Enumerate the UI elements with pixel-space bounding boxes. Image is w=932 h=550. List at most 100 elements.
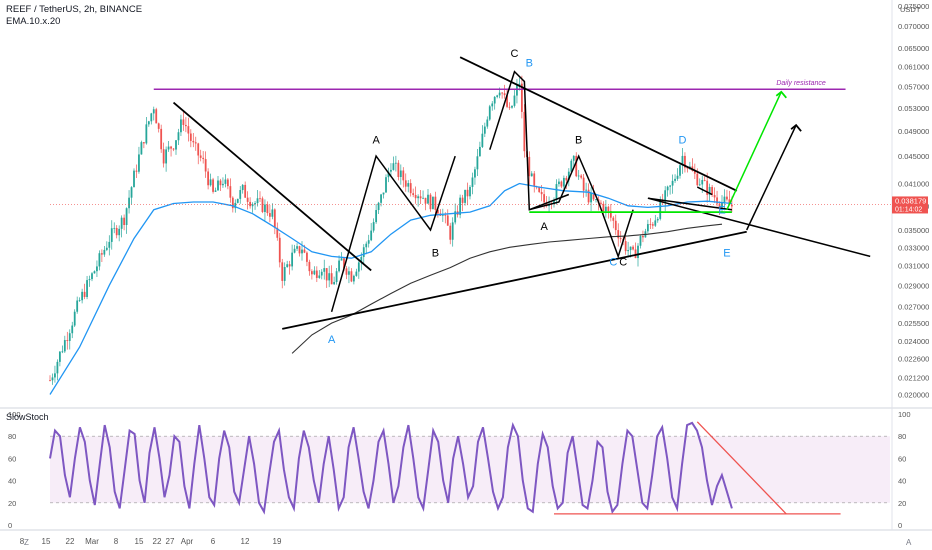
candle-body [651, 224, 654, 226]
candle-body [385, 177, 387, 193]
candle-body [511, 105, 513, 108]
candle-body [412, 193, 415, 196]
candle-body [681, 155, 684, 166]
candle-body [180, 119, 182, 133]
candle-body [679, 165, 681, 176]
candle-body [63, 340, 66, 352]
candle-body [390, 169, 392, 172]
candle-body [54, 373, 56, 378]
time-tick-label: 6 [211, 537, 216, 546]
candle-body [96, 266, 98, 272]
candle-body [91, 273, 93, 280]
black-projection [746, 124, 797, 231]
candle-body [476, 156, 479, 170]
price-tick-label: 0.065000 [898, 44, 929, 53]
candle-body [617, 230, 620, 239]
candle-body [632, 246, 634, 250]
candle-body [246, 197, 249, 202]
candle-body [419, 196, 422, 199]
candle-body [224, 179, 227, 184]
wave-label: A [372, 134, 380, 146]
candle-body [402, 170, 405, 181]
candle-body [338, 260, 340, 272]
price-tick-label: 0.049000 [898, 127, 929, 136]
candle-body [488, 106, 491, 120]
candle-body [259, 198, 261, 200]
candle-body [328, 273, 331, 281]
candle-body [108, 241, 111, 248]
candle-body [508, 106, 511, 108]
candle-body [661, 200, 664, 203]
candle-body [365, 243, 368, 248]
candle-body [577, 175, 580, 177]
candle-body [239, 190, 242, 199]
candle-body [587, 189, 590, 203]
candle-body [686, 167, 689, 169]
candle-body [83, 291, 86, 298]
candle-body [152, 109, 155, 114]
stoch-left-tick: 20 [8, 499, 16, 508]
corner-left-label[interactable]: Z [24, 538, 29, 547]
candle-body [278, 237, 281, 263]
candle-body [614, 220, 617, 231]
wave-label: A [540, 221, 548, 233]
candle-body [222, 183, 224, 186]
candle-body [424, 197, 427, 204]
wave-minor-a [529, 193, 570, 211]
candle-body [187, 126, 190, 134]
candle-body [501, 92, 504, 94]
candle-body [73, 311, 76, 326]
candle-body [138, 154, 140, 172]
time-tick-label: Apr [181, 537, 194, 546]
candle-body [478, 146, 481, 157]
wave-minor-b [696, 186, 713, 196]
wave-label: E [723, 247, 730, 259]
candle-body [642, 236, 644, 238]
candle-body [604, 206, 607, 212]
candle-body [429, 194, 432, 210]
candle-body [382, 192, 385, 195]
candle-body [273, 209, 276, 228]
candle-body [446, 215, 449, 226]
stoch-left-tick: 0 [8, 521, 12, 530]
candle-body [629, 246, 632, 251]
candle-body [706, 180, 709, 195]
candle-body [528, 156, 531, 177]
candle-body [570, 160, 573, 172]
price-tick-label: 0.021200 [898, 373, 929, 382]
candle-body [276, 227, 279, 238]
candle-body [291, 252, 294, 267]
corner-right-label[interactable]: A [906, 538, 912, 547]
last-price-box [892, 196, 928, 214]
candle-body [182, 119, 185, 125]
candle-body [612, 217, 615, 221]
candle-body [58, 351, 61, 362]
candle-body [503, 93, 506, 96]
candle-body [562, 177, 565, 187]
candle-body [397, 162, 400, 178]
stoch-right-tick: 20 [898, 499, 906, 508]
candle-body [646, 224, 649, 232]
candle-body [407, 183, 410, 187]
candle-body [592, 192, 595, 200]
price-tick-label: 0.033000 [898, 243, 929, 252]
wave-label: D [678, 134, 686, 146]
time-tick-label: 22 [66, 537, 75, 546]
candle-body [713, 195, 716, 198]
candle-body [207, 171, 210, 186]
candle-body [441, 214, 444, 216]
candle-body [229, 186, 232, 198]
candle-body [540, 191, 543, 195]
candle-body [422, 197, 424, 199]
candle-body [345, 268, 348, 275]
candle-body [543, 194, 546, 203]
candle-body [506, 95, 508, 107]
candle-body [723, 196, 726, 203]
candle-body [624, 241, 627, 252]
upper-wedge-line [459, 56, 738, 192]
candle-body [530, 173, 533, 177]
candle-body [414, 195, 417, 199]
stoch-left-tick: 80 [8, 432, 16, 441]
candle-body [296, 246, 298, 249]
candle-body [217, 180, 219, 191]
